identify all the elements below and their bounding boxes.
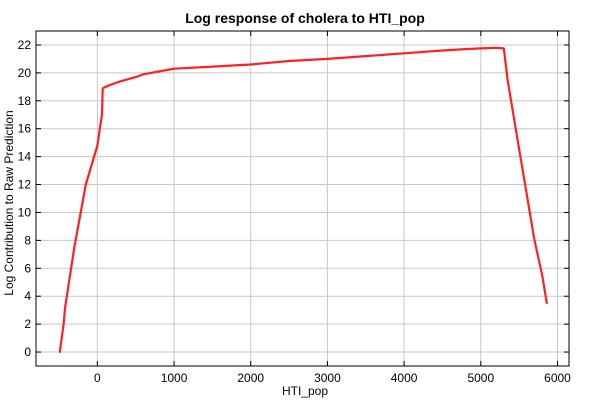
grid-layer — [36, 31, 569, 366]
y-tick-label: 14 — [18, 150, 32, 164]
x-tick-label: 5000 — [467, 371, 494, 385]
y-tick-label: 20 — [18, 66, 32, 80]
x-tick-label: 3000 — [314, 371, 341, 385]
y-tick-label: 10 — [18, 205, 32, 219]
x-tick-label: 6000 — [544, 371, 571, 385]
y-tick-label: 0 — [24, 345, 31, 359]
y-tick-label: 6 — [24, 261, 31, 275]
x-tick-label: 2000 — [237, 371, 264, 385]
x-tick-label: 1000 — [161, 371, 188, 385]
y-tick-label: 2 — [24, 317, 31, 331]
series-line-0 — [58, 46, 548, 354]
y-axis-label: Log Contribution to Raw Prediction — [2, 110, 16, 295]
y-tick-label: 8 — [24, 233, 31, 247]
chart-title: Log response of cholera to HTI_pop — [185, 10, 425, 26]
x-axis-label: HTI_pop — [282, 384, 328, 398]
x-tick-label: 4000 — [391, 371, 418, 385]
plot-frame — [35, 30, 570, 367]
y-tick-label: 12 — [18, 178, 32, 192]
y-tick-label: 16 — [18, 122, 32, 136]
series-layer — [58, 46, 548, 354]
y-tick-label: 4 — [24, 289, 31, 303]
x-tick-label: 0 — [94, 371, 101, 385]
y-tick-label: 22 — [18, 38, 32, 52]
tick-layer: 0 1000 2000 3000 4000 5000 6000 0 2 4 6 8 10 12 14 16 18… — [18, 31, 571, 385]
y-tick-label: 18 — [18, 94, 32, 108]
